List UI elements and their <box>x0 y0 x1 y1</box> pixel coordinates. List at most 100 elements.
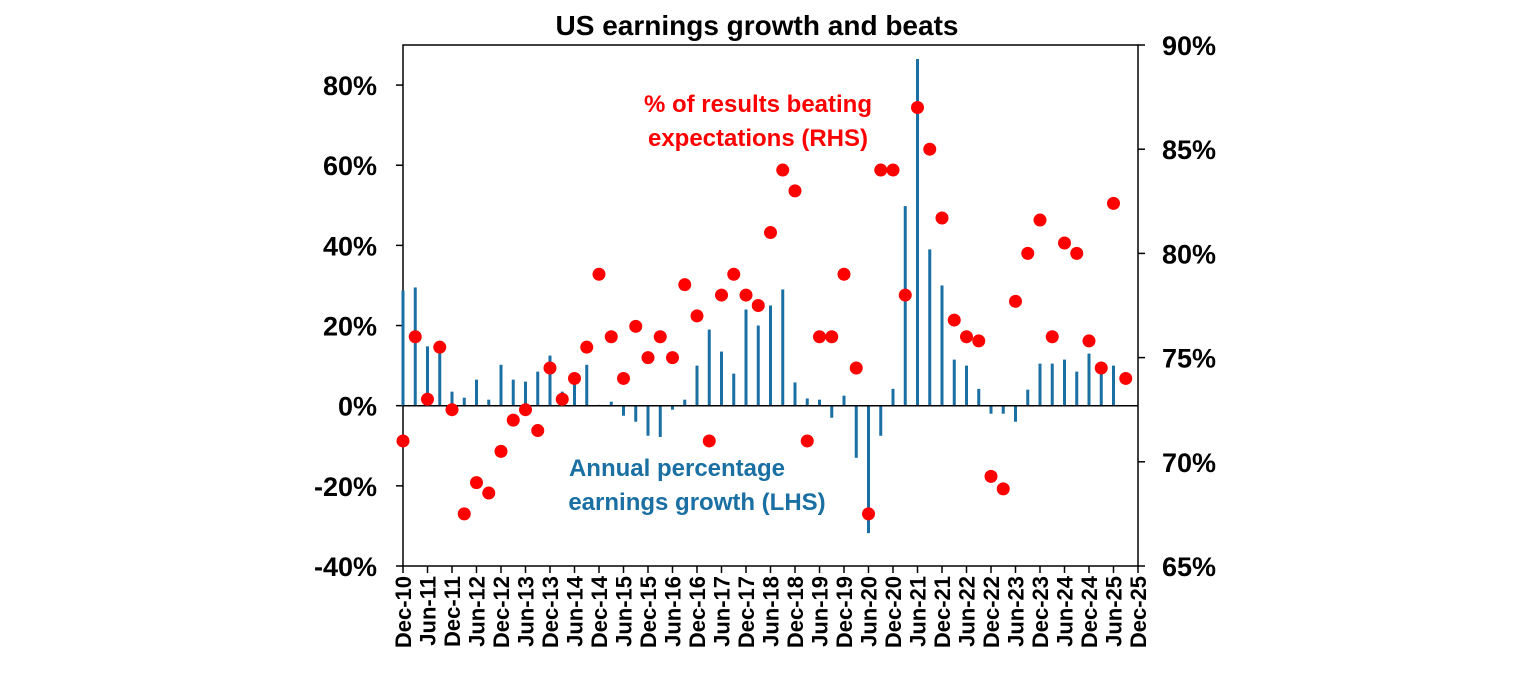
beat-dot <box>898 288 912 302</box>
growth-bar <box>1087 353 1091 406</box>
growth-bar <box>1026 389 1030 406</box>
growth-bar <box>695 365 699 406</box>
beat-dot <box>408 330 422 344</box>
growth-bar <box>720 351 723 406</box>
growth-bar <box>1050 363 1054 406</box>
left-tick-label: 60% <box>323 151 377 181</box>
growth-bar <box>756 325 760 406</box>
growth-bar <box>842 395 846 406</box>
beat-dot <box>862 507 875 521</box>
beat-dot <box>972 334 986 348</box>
x-tick-label: Dec-23 <box>1028 576 1053 648</box>
growth-bar <box>450 391 454 406</box>
beat-dot <box>825 330 839 344</box>
left-tick-label: 80% <box>323 71 377 101</box>
beat-dot <box>482 486 496 500</box>
growth-bar <box>487 399 491 406</box>
beat-dot <box>739 288 753 302</box>
beat-dot <box>813 330 826 344</box>
growth-bar <box>1063 359 1066 406</box>
growth-bar <box>1099 369 1103 406</box>
beat-dot <box>690 309 704 323</box>
beat-dot <box>923 142 937 156</box>
growth-bar <box>511 379 515 406</box>
rhs-annotation-line2: expectations (RHS) <box>648 125 868 152</box>
chart-title: US earnings growth and beats <box>556 10 959 41</box>
growth-bar <box>744 309 748 406</box>
growth-bar <box>609 401 613 406</box>
beat-dot <box>776 163 790 177</box>
beat-dot <box>996 482 1010 496</box>
right-tick-label: 85% <box>1162 135 1216 165</box>
x-tick-label: Jun-21 <box>906 576 931 647</box>
x-tick-label: Dec-22 <box>979 576 1004 648</box>
growth-bar <box>622 405 625 416</box>
beat-dot <box>800 434 814 448</box>
beat-dot <box>960 330 973 344</box>
beat-dot <box>678 278 692 292</box>
beat-dot <box>433 340 447 354</box>
right-tick-label: 90% <box>1162 31 1216 61</box>
growth-bar <box>940 285 944 406</box>
growth-bar <box>1001 405 1005 414</box>
growth-bar <box>805 398 809 406</box>
left-tick-label: 40% <box>323 231 377 261</box>
x-tick-label: Dec-18 <box>783 576 808 648</box>
growth-bar <box>658 405 662 437</box>
x-tick-label: Jun-23 <box>1004 576 1029 647</box>
growth-bar <box>413 287 417 406</box>
growth-bar <box>793 382 797 406</box>
beat-dot <box>666 351 679 365</box>
beat-dot <box>1070 246 1084 260</box>
growth-bar <box>1112 365 1115 406</box>
growth-bar <box>977 388 981 406</box>
beat-dot <box>457 507 471 521</box>
x-tick-label: Dec-11 <box>440 576 465 647</box>
x-tick-label: Dec-20 <box>881 576 906 648</box>
right-tick-label: 75% <box>1162 344 1216 374</box>
right-axis: 65% 70% 75% 80% 85% 90% <box>1138 31 1216 582</box>
x-tick-label: Jun-22 <box>955 576 980 647</box>
x-tick-label: Dec-24 <box>1077 575 1102 648</box>
beat-dot <box>396 434 410 448</box>
x-tick-label: Jun-25 <box>1102 576 1127 647</box>
rhs-annotation-line1: % of results beating <box>644 91 872 118</box>
growth-bar <box>916 59 919 406</box>
beat-dot <box>849 361 863 375</box>
left-axis: -40% -20% 0% 20% 40% 60% 80% <box>314 71 403 582</box>
growth-bar <box>818 399 821 406</box>
x-tick-label: Jun-18 <box>759 576 784 647</box>
x-tick-label: Jun-16 <box>661 576 686 647</box>
x-tick-label: Dec-19 <box>832 576 857 648</box>
x-tick-label: Jun-19 <box>808 576 833 647</box>
growth-bar <box>903 206 907 406</box>
x-tick-label: Dec-25 <box>1126 576 1151 648</box>
growth-bar <box>781 289 785 406</box>
beat-dot <box>1009 294 1022 308</box>
left-tick-label: 0% <box>338 392 377 422</box>
beat-dot <box>727 267 741 281</box>
growth-bar <box>707 329 711 406</box>
growth-bar <box>879 405 883 436</box>
right-tick-label: 70% <box>1162 448 1216 478</box>
x-tick-label: Jun-11 <box>416 576 441 646</box>
growth-bar <box>548 355 552 406</box>
beats-dots <box>396 101 1133 521</box>
beat-dot <box>1021 246 1035 260</box>
beat-dot <box>421 392 434 406</box>
right-tick-label: 65% <box>1162 552 1216 582</box>
x-tick-label: Jun-17 <box>710 576 735 647</box>
x-tick-label: Dec-16 <box>685 576 710 648</box>
beat-dot <box>568 371 581 385</box>
beat-dot <box>984 469 998 483</box>
growth-bar <box>1014 405 1017 422</box>
x-tick-label: Jun-24 <box>1053 575 1078 647</box>
beat-dot <box>1045 330 1059 344</box>
beat-dot <box>617 371 630 385</box>
growth-bar <box>573 377 576 406</box>
beat-dot <box>947 313 961 327</box>
beat-dot <box>1033 213 1047 227</box>
x-tick-label: Dec-13 <box>538 576 563 648</box>
growth-bar <box>475 379 478 406</box>
left-tick-label: 20% <box>323 312 377 342</box>
